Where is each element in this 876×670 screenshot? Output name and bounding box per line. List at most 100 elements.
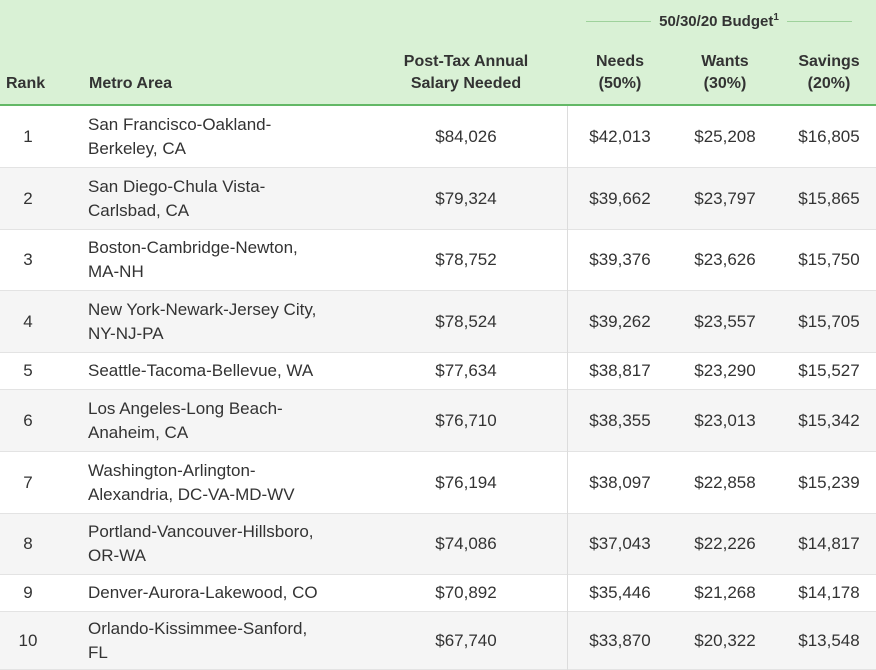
metro-line-2: Berkeley, CA: [88, 138, 186, 158]
rank-cell: 9: [23, 583, 33, 602]
metro-cell: Los Angeles-Long Beach- Anaheim, CA: [88, 390, 358, 451]
savings-cell: $15,342: [798, 410, 860, 430]
rank-cell: 2: [23, 188, 33, 208]
rank-cell: 10: [18, 630, 38, 650]
metro-name: Seattle-Tacoma-Bellevue, WA: [88, 359, 313, 383]
metro-line-2: MA-NH: [88, 262, 144, 281]
metro-cell: Boston-Cambridge-Newton, MA-NH: [88, 230, 358, 290]
savings-cell: $14,817: [798, 534, 860, 553]
salary-cell: $76,710: [435, 410, 497, 430]
header-savings: Savings (20%): [798, 53, 860, 92]
metro-line-1: Los Angeles-Long Beach-: [88, 398, 283, 418]
needs-cell: $38,097: [589, 472, 651, 492]
header-salary: Post-Tax Annual Salary Needed: [403, 53, 529, 92]
metro-line-1: Seattle-Tacoma-Bellevue, WA: [88, 361, 314, 380]
metro-name: Orlando-Kissimmee-Sanford, FL: [88, 617, 307, 665]
wants-cell: $23,626: [694, 250, 756, 269]
budget-title: 50/30/20 Budget1: [659, 12, 779, 30]
needs-cell: $39,262: [589, 311, 651, 331]
table-row: 6 Los Angeles-Long Beach- Anaheim, CA $76,7…: [0, 390, 876, 452]
salary-cell: $76,194: [435, 472, 497, 492]
needs-cell: $33,870: [589, 630, 651, 650]
metro-name: New York-Newark-Jersey City, NY-NJ-PA: [88, 298, 316, 346]
budget-group-header: 50/30/20 Budget1: [586, 8, 852, 34]
rank-cell: 1: [23, 126, 33, 146]
metro-cell: Orlando-Kissimmee-Sanford, FL: [88, 612, 358, 669]
table-row: 10 Orlando-Kissimmee-Sanford, FL $67,740 $33…: [0, 612, 876, 670]
salary-cell: $74,086: [435, 534, 497, 553]
salary-cell: $77,634: [435, 361, 497, 380]
column-divider: [567, 106, 568, 670]
header-metro: Metro Area: [89, 75, 172, 92]
header-rank: Rank: [6, 75, 46, 92]
needs-cell: $42,013: [589, 126, 651, 146]
wants-cell: $23,557: [694, 311, 756, 331]
metro-line-2: Carlsbad, CA: [88, 200, 190, 220]
metro-cell: Portland-Vancouver-Hillsboro, OR-WA: [88, 514, 358, 574]
salary-cell: $79,324: [435, 188, 497, 208]
wants-cell: $22,858: [694, 472, 756, 492]
savings-cell: $15,527: [798, 361, 860, 380]
salary-cell: $78,524: [435, 311, 497, 331]
metro-name: San Francisco-Oakland- Berkeley, CA: [88, 113, 271, 161]
table-row: 5 Seattle-Tacoma-Bellevue, WA $77,634 $38,8…: [0, 353, 876, 390]
needs-cell: $37,043: [589, 534, 651, 553]
savings-cell: $13,548: [798, 630, 860, 650]
needs-cell: $38,817: [589, 361, 651, 380]
needs-cell: $39,662: [589, 188, 651, 208]
table-row: 7 Washington-Arlington- Alexandria, DC-VA-…: [0, 452, 876, 514]
metro-line-1: New York-Newark-Jersey City,: [88, 299, 317, 319]
budget-rule-right: [786, 20, 852, 22]
wants-cell: $22,226: [694, 534, 756, 553]
header-needs: Needs (50%): [595, 53, 645, 92]
wants-cell: $23,797: [694, 188, 756, 208]
rank-cell: 5: [23, 361, 33, 380]
metro-line-2: NY-NJ-PA: [88, 323, 164, 343]
metro-line-1: San Diego-Chula Vista-: [88, 176, 266, 196]
rank-cell: 4: [23, 311, 33, 331]
rank-cell: 7: [23, 472, 33, 492]
metro-line-1: San Francisco-Oakland-: [88, 114, 272, 134]
metro-line-1: Portland-Vancouver-Hillsboro,: [88, 522, 314, 541]
budget-footnote: 1: [773, 12, 779, 23]
metro-name: Los Angeles-Long Beach- Anaheim, CA: [88, 397, 283, 445]
metro-cell: San Diego-Chula Vista- Carlsbad, CA: [88, 168, 358, 229]
table-row: 1 San Francisco-Oakland- Berkeley, CA $84,0…: [0, 106, 876, 168]
salary-cell: $67,740: [435, 630, 497, 650]
salary-cell: $70,892: [435, 583, 497, 602]
needs-cell: $35,446: [589, 583, 651, 602]
metro-line-2: FL: [88, 642, 108, 662]
metro-cell: Denver-Aurora-Lakewood, CO: [88, 575, 358, 611]
salary-cell: $78,752: [435, 250, 497, 269]
metro-line-2: Anaheim, CA: [88, 422, 189, 442]
metro-cell: New York-Newark-Jersey City, NY-NJ-PA: [88, 291, 358, 352]
metro-line-1: Orlando-Kissimmee-Sanford,: [88, 618, 308, 638]
metro-name: Denver-Aurora-Lakewood, CO: [88, 581, 318, 605]
header-wants: Wants (30%): [701, 53, 749, 92]
table-header: 50/30/20 Budget1 Rank Metro Area Post-Ta…: [0, 0, 876, 106]
savings-cell: $15,239: [798, 472, 860, 492]
table-row: 8 Portland-Vancouver-Hillsboro, OR-WA $74,0…: [0, 514, 876, 575]
needs-cell: $38,355: [589, 410, 651, 430]
wants-cell: $25,208: [694, 126, 756, 146]
metro-name: Portland-Vancouver-Hillsboro, OR-WA: [88, 520, 314, 568]
metro-cell: Washington-Arlington- Alexandria, DC-VA-M…: [88, 452, 358, 513]
wants-cell: $20,322: [694, 630, 756, 650]
metro-cell: Seattle-Tacoma-Bellevue, WA: [88, 353, 358, 389]
metro-line-2: Alexandria, DC-VA-MD-WV: [88, 484, 295, 504]
needs-cell: $39,376: [589, 250, 651, 269]
wants-cell: $21,268: [694, 583, 756, 602]
metro-cell: San Francisco-Oakland- Berkeley, CA: [88, 106, 358, 167]
savings-cell: $16,805: [798, 126, 860, 146]
savings-cell: $15,750: [798, 250, 860, 269]
savings-cell: $15,865: [798, 188, 860, 208]
table-row: 9 Denver-Aurora-Lakewood, CO $70,892 $35,44…: [0, 575, 876, 612]
metro-name: Boston-Cambridge-Newton, MA-NH: [88, 236, 298, 284]
table-row: 4 New York-Newark-Jersey City, NY-NJ-PA $78…: [0, 291, 876, 353]
savings-cell: $14,178: [798, 583, 860, 602]
metro-line-1: Denver-Aurora-Lakewood, CO: [88, 583, 318, 602]
wants-cell: $23,290: [694, 361, 756, 380]
rank-cell: 3: [23, 250, 33, 269]
metro-line-1: Washington-Arlington-: [88, 460, 256, 480]
